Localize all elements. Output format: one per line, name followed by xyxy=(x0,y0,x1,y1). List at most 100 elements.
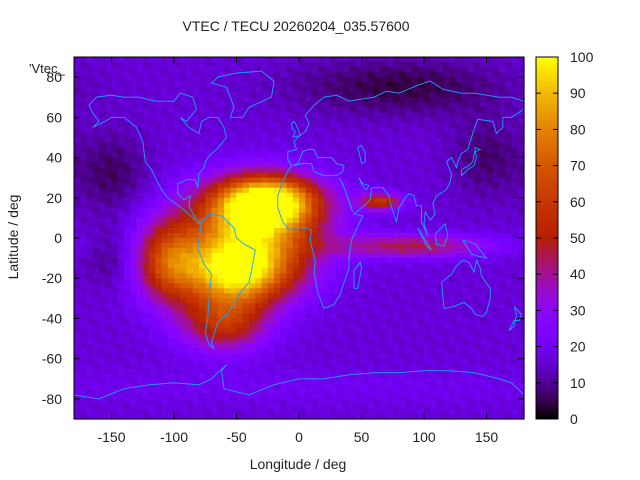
heatmap-cell xyxy=(517,258,525,264)
heatmap-cell xyxy=(349,117,356,123)
heatmap-cell xyxy=(349,82,356,88)
heatmap-cell xyxy=(249,82,256,88)
heatmap-cell xyxy=(92,152,100,159)
heatmap-cell xyxy=(86,207,94,214)
heatmap-cell xyxy=(330,117,338,123)
heatmap-cell xyxy=(280,167,288,174)
heatmap-cell xyxy=(474,82,481,88)
heatmap-cell xyxy=(292,82,300,88)
heatmap-cell xyxy=(211,308,219,315)
heatmap-cell xyxy=(405,82,413,88)
heatmap-cell xyxy=(224,122,231,128)
heatmap-cell xyxy=(167,298,175,304)
heatmap-cell xyxy=(305,323,313,330)
heatmap-cell xyxy=(111,162,119,169)
heatmap-cell xyxy=(92,217,100,224)
heatmap-cell xyxy=(474,293,481,299)
heatmap-cell xyxy=(236,378,244,385)
heatmap-cell xyxy=(105,328,113,335)
heatmap-cell xyxy=(324,258,331,264)
heatmap-cell xyxy=(324,82,331,88)
heatmap-cell xyxy=(486,368,494,375)
heatmap-cell xyxy=(417,122,425,128)
heatmap-cell xyxy=(474,283,481,289)
heatmap-cell xyxy=(267,87,275,93)
heatmap-cell xyxy=(211,313,219,320)
heatmap-cell xyxy=(361,348,369,355)
heatmap-cell xyxy=(86,268,94,274)
heatmap-cell xyxy=(149,227,156,234)
heatmap-cell xyxy=(455,87,463,93)
heatmap-cell xyxy=(161,167,169,174)
heatmap-cell xyxy=(374,358,381,365)
heatmap-cell xyxy=(211,268,219,274)
heatmap-cell xyxy=(192,248,200,254)
heatmap-cell xyxy=(136,298,144,304)
heatmap-cell xyxy=(461,358,469,365)
heatmap-cell xyxy=(342,263,350,269)
heatmap-cell xyxy=(424,187,431,194)
heatmap-cell xyxy=(80,157,88,164)
heatmap-cell xyxy=(411,323,419,330)
heatmap-cell xyxy=(399,378,406,385)
heatmap-cell xyxy=(205,87,213,93)
heatmap-cell xyxy=(399,142,406,149)
heatmap-cell xyxy=(317,137,325,144)
heatmap-cell xyxy=(155,92,163,98)
heatmap-cell xyxy=(305,338,313,345)
heatmap-cell xyxy=(299,217,306,224)
heatmap-cell xyxy=(311,182,319,189)
heatmap-cell xyxy=(249,137,256,144)
heatmap-cell xyxy=(136,157,144,164)
heatmap-cell xyxy=(374,393,381,400)
heatmap-cell xyxy=(174,403,181,410)
heatmap-cell xyxy=(349,248,356,254)
heatmap-cell xyxy=(355,258,363,264)
heatmap-cell xyxy=(155,258,163,264)
heatmap-cell xyxy=(205,388,213,395)
heatmap-cell xyxy=(474,258,481,264)
heatmap-cell xyxy=(261,222,269,229)
heatmap-cell xyxy=(261,343,269,350)
heatmap-cell xyxy=(267,162,275,169)
heatmap-cell xyxy=(355,167,363,174)
heatmap-cell xyxy=(186,273,194,279)
heatmap-cell xyxy=(342,318,350,325)
heatmap-cell xyxy=(111,147,119,154)
heatmap-cell xyxy=(449,227,456,234)
heatmap-cell xyxy=(305,97,313,103)
heatmap-cell xyxy=(480,358,488,365)
heatmap-cell xyxy=(99,162,106,169)
heatmap-cell xyxy=(136,278,144,284)
heatmap-cell xyxy=(505,333,513,340)
heatmap-cell xyxy=(349,67,356,73)
heatmap-cell xyxy=(336,92,344,98)
heatmap-cell xyxy=(274,77,281,83)
heatmap-cell xyxy=(492,363,500,370)
heatmap-cell xyxy=(205,82,213,88)
heatmap-cell xyxy=(161,398,169,405)
heatmap-cell xyxy=(455,343,463,350)
heatmap-cell xyxy=(455,207,463,214)
heatmap-cell xyxy=(149,268,156,274)
heatmap-cell xyxy=(349,232,356,239)
heatmap-cell xyxy=(411,313,419,320)
heatmap-cell xyxy=(186,202,194,209)
heatmap-cell xyxy=(511,363,519,370)
heatmap-cell xyxy=(292,338,300,345)
heatmap-cell xyxy=(142,278,150,284)
heatmap-cell xyxy=(317,67,325,73)
heatmap-cell xyxy=(149,313,156,320)
heatmap-cell xyxy=(324,378,331,385)
heatmap-cell xyxy=(442,77,450,83)
heatmap-cell xyxy=(474,162,481,169)
heatmap-cell xyxy=(442,152,450,159)
heatmap-cell xyxy=(505,298,513,304)
heatmap-cell xyxy=(349,348,356,355)
heatmap-cell xyxy=(355,137,363,144)
heatmap-cell xyxy=(255,122,263,128)
heatmap-cell xyxy=(242,348,250,355)
heatmap-cell xyxy=(299,273,306,279)
heatmap-cell xyxy=(455,187,463,194)
heatmap-cell xyxy=(286,167,294,174)
